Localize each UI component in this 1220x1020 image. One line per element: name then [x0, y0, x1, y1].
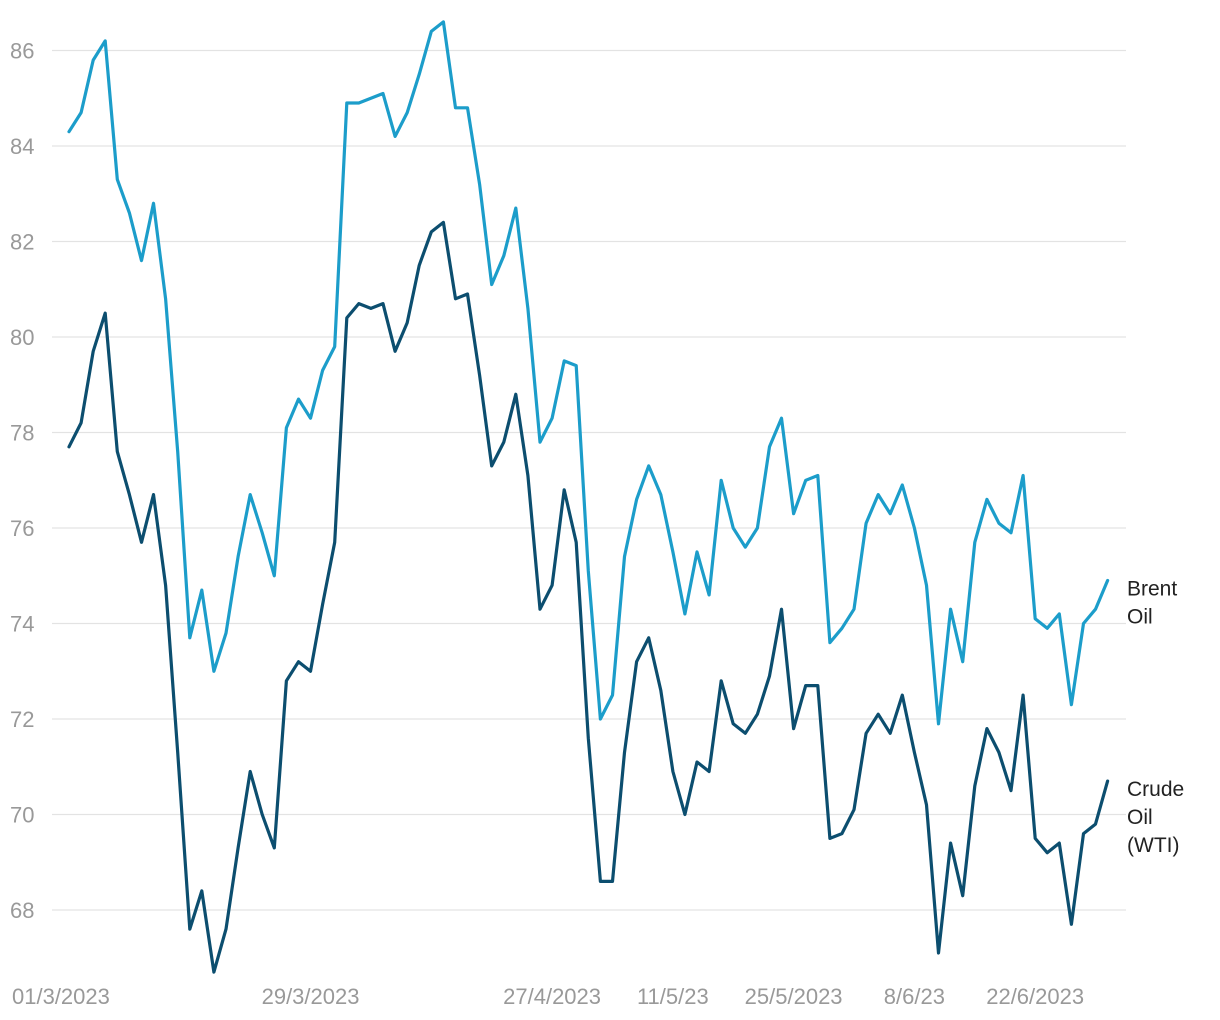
series-lines: [67, 20, 1110, 974]
series-label-1-line-2: (WTI): [1127, 834, 1179, 857]
series-label-1-line-1: Oil: [1127, 806, 1153, 829]
y-tick-label-78: 78: [10, 421, 34, 446]
x-tick-label-5: 8/6/23: [884, 984, 945, 1009]
x-tick-label-6: 22/6/2023: [986, 984, 1084, 1009]
y-tick-label-68: 68: [10, 898, 34, 923]
y-tick-label-74: 74: [10, 612, 34, 637]
y-axis-ticks: 68 70 72 74 76 78 80 82 84 86: [10, 39, 34, 924]
gridlines: [52, 49, 1126, 911]
y-tick-label-70: 70: [10, 803, 34, 828]
y-tick-label-80: 80: [10, 325, 34, 350]
series-line-crude-oil-wti: [67, 220, 1110, 974]
y-tick-label-76: 76: [10, 516, 34, 541]
y-tick-label-82: 82: [10, 230, 34, 255]
y-tick-label-86: 86: [10, 39, 34, 64]
x-tick-label-0: 01/3/2023: [12, 984, 110, 1009]
y-tick-label-84: 84: [10, 134, 34, 159]
x-axis-ticks: 01/3/2023 29/3/2023 27/4/2023 11/5/23 25/5/2…: [12, 984, 1084, 1009]
x-tick-label-2: 27/4/2023: [503, 984, 601, 1009]
series-label-0-line-1: Oil: [1127, 606, 1153, 629]
series-line-brent-oil: [67, 20, 1110, 726]
series-label-1-line-0: Crude: [1127, 778, 1184, 801]
x-tick-label-4: 25/5/2023: [745, 984, 843, 1009]
x-tick-label-3: 11/5/23: [637, 984, 709, 1009]
series-labels: Brent Oil Crude Oil (WTI): [1127, 578, 1184, 858]
x-tick-label-1: 29/3/2023: [262, 984, 360, 1009]
series-label-0-line-0: Brent: [1127, 578, 1177, 601]
y-tick-label-72: 72: [10, 707, 34, 732]
